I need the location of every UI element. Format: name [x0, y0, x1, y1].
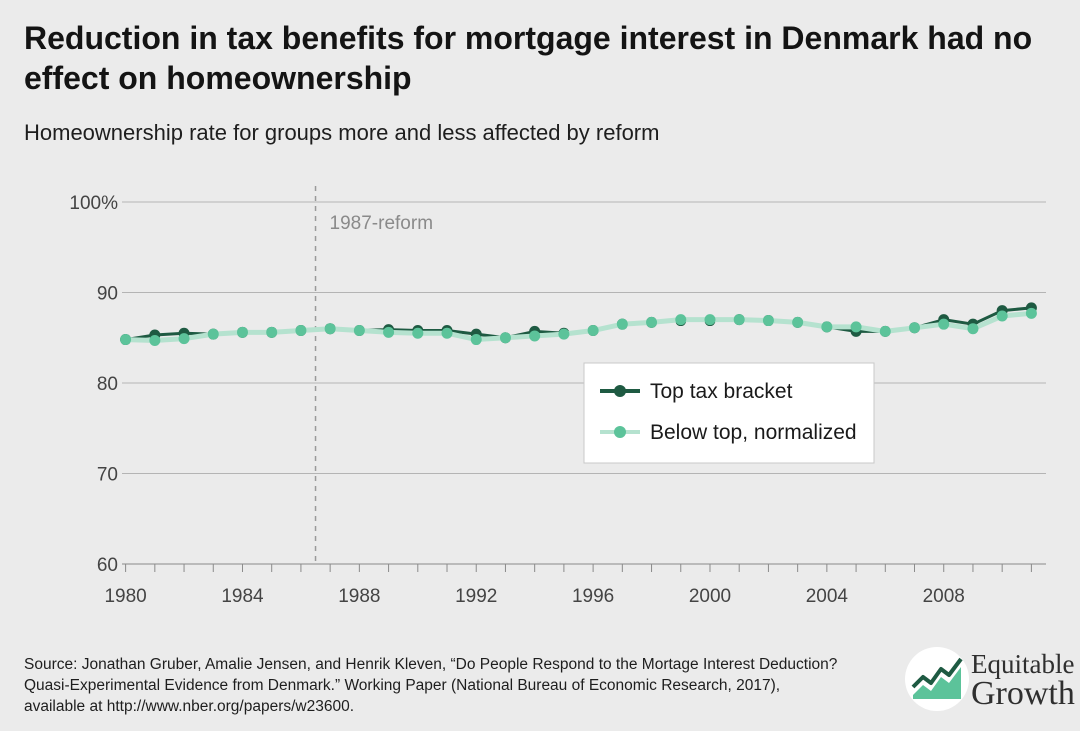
data-point: [996, 310, 1008, 322]
legend-item-top-tax-bracket: Top tax bracket: [600, 380, 793, 403]
x-axis: 1980 1984 1988 1992 1996 2000 2004 2008: [104, 564, 1032, 607]
legend-swatch-marker: [614, 385, 626, 397]
x-tick-label: 1980: [104, 586, 146, 607]
logo-mark: [905, 647, 969, 711]
data-point: [850, 321, 862, 333]
data-point: [675, 314, 687, 326]
data-point: [207, 328, 219, 340]
data-point: [587, 325, 599, 337]
x-tick-label: 1992: [455, 586, 497, 607]
data-point: [236, 326, 248, 338]
data-point: [733, 314, 745, 326]
y-tick-label: 100%: [69, 193, 118, 214]
data-point: [178, 333, 190, 345]
x-tick-label: 1988: [338, 586, 380, 607]
legend-item-below-top: Below top, normalized: [600, 421, 857, 444]
chart-title: Reduction in tax benefits for mortgage i…: [24, 20, 1033, 96]
data-point: [295, 325, 307, 337]
y-axis: 60 70 80 90 100%: [69, 193, 118, 576]
data-point: [646, 316, 658, 328]
x-tick-label: 2000: [689, 586, 731, 607]
data-point: [149, 334, 161, 346]
legend-label: Top tax bracket: [650, 380, 793, 403]
legend: Top tax bracket Below top, normalized: [583, 362, 875, 464]
data-point: [967, 323, 979, 335]
legend-box: [583, 362, 875, 464]
logo-text-line2: Growth: [971, 675, 1075, 712]
data-point: [470, 334, 482, 346]
y-tick-label: 60: [97, 555, 118, 576]
data-point: [353, 325, 365, 337]
source-note: Source: Jonathan Gruber, Amalie Jensen, …: [24, 656, 838, 715]
series-layer: [120, 302, 1037, 346]
legend-label: Below top, normalized: [650, 421, 857, 444]
data-point: [120, 334, 132, 346]
data-point: [879, 325, 891, 337]
data-point: [266, 326, 278, 338]
logo-text-line1: Equitable: [971, 649, 1075, 679]
series-below-top-normalized: [120, 307, 1037, 346]
data-point: [821, 321, 833, 333]
growth-chart-icon: [911, 657, 963, 699]
reform-label: 1987-reform: [330, 213, 434, 234]
chart-subtitle: Homeownership rate for groups more and l…: [24, 120, 660, 145]
series-top-tax-bracket: [120, 302, 1037, 346]
y-tick-label: 80: [97, 374, 118, 395]
data-point: [558, 328, 570, 340]
x-tick-label: 2008: [923, 586, 965, 607]
data-point: [499, 332, 511, 344]
y-tick-label: 70: [97, 465, 118, 486]
equitable-growth-logo: Equitable Growth: [905, 645, 1077, 715]
data-point: [412, 327, 424, 339]
series-line: [125, 310, 1032, 343]
data-point: [1025, 307, 1037, 319]
data-point: [529, 330, 541, 342]
y-tick-label: 90: [97, 284, 118, 305]
data-point: [441, 327, 453, 339]
data-point: [762, 315, 774, 327]
x-tick-label: 2004: [806, 586, 849, 607]
x-tick-label: 1996: [572, 586, 614, 607]
legend-swatch-marker: [614, 426, 626, 438]
data-point: [324, 323, 336, 335]
reform-annotation: 1987-reform: [314, 186, 434, 564]
x-tick-label: 1984: [221, 586, 264, 607]
data-point: [792, 316, 804, 328]
data-point: [909, 322, 921, 334]
data-point: [616, 318, 628, 330]
data-point: [704, 314, 716, 326]
data-point: [938, 318, 950, 330]
grid-lines: [122, 201, 1046, 565]
data-point: [383, 326, 395, 338]
